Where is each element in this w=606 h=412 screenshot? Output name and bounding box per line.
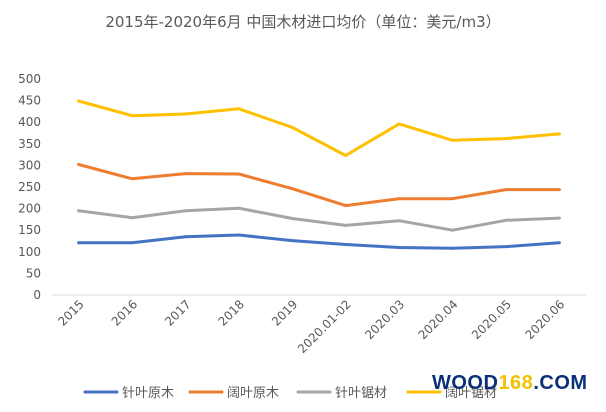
data-point xyxy=(77,163,81,167)
data-point xyxy=(184,209,187,213)
data-point xyxy=(451,246,454,250)
y-tick-label: 350 xyxy=(18,137,41,151)
data-point xyxy=(451,138,454,142)
data-point xyxy=(130,114,134,118)
data-point xyxy=(184,112,187,116)
data-point xyxy=(237,206,241,210)
data-point xyxy=(344,153,348,157)
data-point xyxy=(77,99,81,103)
data-point xyxy=(557,188,561,192)
data-point xyxy=(397,245,401,249)
legend: 针叶原木 阔叶原木 针叶锯材 阔叶锯材 xyxy=(83,386,497,401)
y-tick-label: 50 xyxy=(26,266,41,280)
data-point xyxy=(504,188,508,192)
data-point xyxy=(184,235,187,239)
y-tick-label: 400 xyxy=(18,115,41,129)
data-point xyxy=(451,228,454,232)
y-tick-label: 0 xyxy=(33,288,41,302)
data-point xyxy=(397,122,401,126)
data-point xyxy=(397,219,401,223)
data-point xyxy=(504,137,508,141)
y-tick-label: 250 xyxy=(18,180,41,194)
watermark-text-168: 168 xyxy=(498,372,534,394)
y-tick-label: 500 xyxy=(18,72,41,86)
data-point xyxy=(397,197,401,201)
data-point xyxy=(237,107,241,111)
data-point xyxy=(130,241,134,245)
data-point xyxy=(290,239,294,243)
data-point xyxy=(451,197,454,201)
y-tick-label: 100 xyxy=(18,245,41,259)
data-point xyxy=(130,216,134,220)
series-line xyxy=(77,206,561,232)
x-tick-label: 2017 xyxy=(162,297,193,328)
data-point xyxy=(344,204,348,208)
series-line xyxy=(77,99,561,157)
y-tick-label: 200 xyxy=(18,202,41,216)
watermark-text-com: .COM xyxy=(533,372,588,394)
y-tick-label: 300 xyxy=(18,158,41,172)
legend-label: 阔叶锯材 xyxy=(445,386,497,401)
x-tick-label: 2016 xyxy=(109,297,140,328)
data-point xyxy=(290,187,294,191)
x-tick-label: 2018 xyxy=(216,297,247,328)
data-point xyxy=(237,172,241,176)
watermark-logo: WOOD168.COM xyxy=(432,372,588,395)
data-point xyxy=(77,209,81,213)
data-point xyxy=(130,177,134,181)
y-axis: 0 50 100 150 200 250 300 350 400 450 500 xyxy=(18,72,41,302)
x-tick-label: 2020.03 xyxy=(362,297,407,342)
legend-label: 阔叶原木 xyxy=(227,386,279,401)
series-line xyxy=(77,163,561,208)
data-point xyxy=(77,241,81,245)
x-tick-label: 2020.06 xyxy=(522,297,567,342)
x-tick-label: 2020.04 xyxy=(416,297,461,342)
x-tick-label: 2015 xyxy=(55,297,86,328)
watermark-text-wood: WOOD xyxy=(432,372,499,394)
chart-title: 2015年-2020年6月 中国木材进口均价（单位：美元/m3） xyxy=(105,13,500,31)
y-tick-label: 150 xyxy=(18,223,41,237)
data-point xyxy=(557,241,561,245)
data-point xyxy=(557,216,561,220)
legend-label: 针叶锯材 xyxy=(335,386,387,401)
x-tick-label: 2019 xyxy=(269,297,300,328)
data-point xyxy=(504,218,508,222)
data-point xyxy=(557,132,561,136)
y-tick-label: 450 xyxy=(18,94,41,108)
series-group xyxy=(77,99,561,250)
data-point xyxy=(344,242,348,246)
legend-label: 针叶原木 xyxy=(122,386,174,401)
data-point xyxy=(290,125,294,129)
data-point xyxy=(184,172,187,176)
data-point xyxy=(290,217,294,221)
x-tick-label: 2020.05 xyxy=(469,297,514,342)
x-tick-label: 2020.01-02 xyxy=(295,297,354,356)
series-line xyxy=(77,233,561,250)
data-point xyxy=(237,233,241,237)
data-point xyxy=(504,245,508,249)
data-point xyxy=(344,223,348,227)
